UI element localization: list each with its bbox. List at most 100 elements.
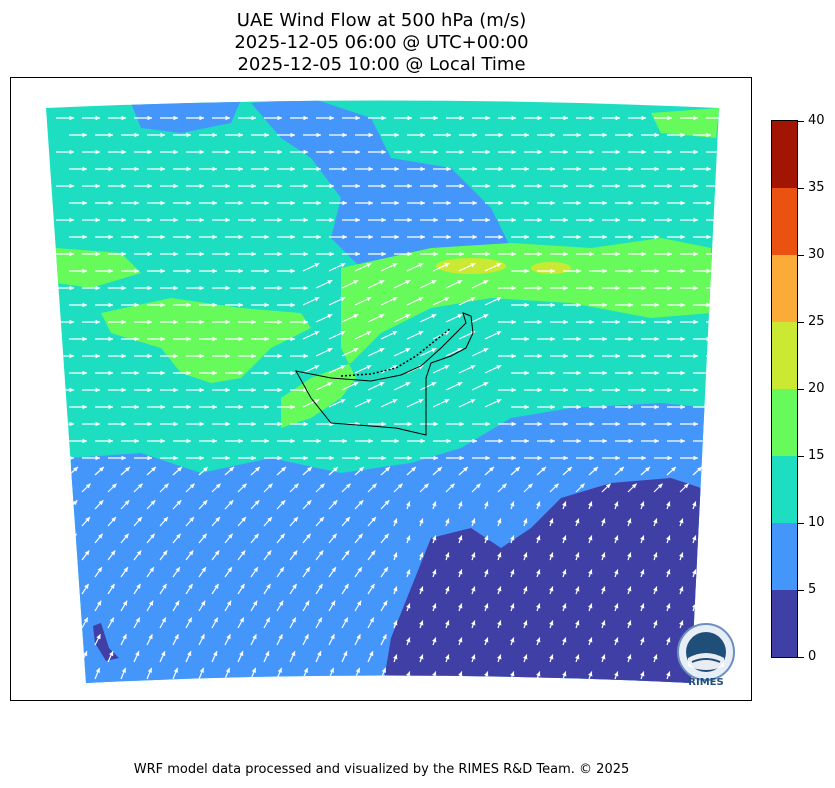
- wind-arrow-head: [148, 600, 154, 606]
- wind-arrow-head: [277, 183, 282, 189]
- wind-arrow: [68, 533, 78, 544]
- colorbar: [771, 120, 798, 658]
- wind-arrow-head: [537, 183, 542, 189]
- wind-arrow-head: [589, 353, 594, 359]
- wind-arrow-head: [683, 483, 689, 489]
- wind-arrow-head: [579, 483, 585, 489]
- wind-arrow-head: [484, 603, 489, 609]
- wind-arrow-head: [653, 654, 658, 660]
- wind-arrow-head: [254, 500, 260, 506]
- colorbar-tick: [798, 389, 804, 390]
- wind-arrow-head: [433, 217, 438, 223]
- wind-arrow-head: [227, 567, 232, 573]
- wind-arrow-head: [229, 466, 234, 472]
- wind-arrow-head: [355, 115, 360, 121]
- wind-arrow-head: [394, 438, 399, 444]
- wind-arrow-head: [631, 483, 637, 489]
- wind-arrow-head: [472, 166, 477, 172]
- wind-arrow-head: [83, 651, 88, 657]
- wind-arrow: [718, 501, 719, 510]
- wind-arrow-head: [212, 336, 217, 342]
- wind-arrow-head: [627, 586, 632, 592]
- wind-arrow-head: [255, 466, 260, 472]
- wind-arrow-head: [368, 166, 373, 172]
- wind-arrow-head: [369, 617, 374, 623]
- wind-arrow-head: [137, 483, 143, 489]
- wind-arrow-head: [720, 422, 724, 427]
- wind-arrow-head: [446, 234, 451, 240]
- wind-arrow-head: [562, 637, 567, 643]
- wind-arrow-head: [472, 200, 477, 206]
- wind-arrow-head: [576, 234, 581, 240]
- wind-arrow-head: [458, 501, 463, 507]
- wind-arrow-head: [567, 466, 572, 472]
- wind-arrow-head: [98, 533, 103, 539]
- wind-arrow-head: [83, 617, 88, 623]
- wind-arrow-head: [357, 567, 362, 573]
- wind-arrow-head: [186, 438, 191, 444]
- wind-arrow-head: [134, 166, 139, 172]
- wind-arrow-head: [628, 302, 633, 308]
- wind-arrow-head: [329, 183, 334, 189]
- wind-arrow-head: [366, 263, 372, 268]
- wind-arrow-head: [212, 302, 217, 308]
- wind-arrow-head: [667, 285, 672, 291]
- wind-arrow-head: [98, 500, 104, 506]
- wind-arrow-head: [615, 285, 620, 291]
- wind-arrow-head: [366, 365, 372, 370]
- wind-arrow-head: [382, 600, 388, 606]
- wind-arrow-head: [718, 501, 719, 507]
- wind-arrow-head: [693, 285, 698, 291]
- wind-arrow-head: [368, 200, 373, 206]
- wind-arrow-head: [497, 552, 502, 558]
- wind-arrow-head: [124, 533, 129, 539]
- wind-arrow-head: [641, 251, 646, 257]
- wind-arrow-head: [485, 115, 490, 121]
- wind-arrow-head: [720, 184, 724, 189]
- wind-arrow-head: [251, 285, 256, 291]
- wind-arrow-head: [186, 370, 191, 376]
- wind-arrow-head: [379, 382, 385, 387]
- wind-arrow-head: [69, 285, 74, 291]
- wind-arrow-head: [458, 603, 463, 609]
- wind-arrow-head: [109, 617, 114, 623]
- wind-arrow-head: [342, 438, 347, 444]
- colorbar-tick: [798, 590, 804, 591]
- wind-arrow-head: [316, 234, 321, 240]
- wind-arrow-head: [601, 518, 606, 524]
- wind-arrow-head: [628, 166, 633, 172]
- wind-arrow-head: [720, 150, 724, 155]
- wind-arrow-head: [471, 518, 476, 524]
- map-title-line1: UAE Wind Flow at 500 hPa (m/s): [236, 10, 527, 31]
- wind-arrow-head: [645, 466, 650, 472]
- wind-arrow-head: [254, 533, 259, 539]
- wind-arrow-head: [411, 466, 416, 472]
- wind-arrow-head: [601, 552, 606, 558]
- wind-arrow-head: [151, 466, 156, 472]
- wind-arrow-head: [186, 336, 191, 342]
- wind-arrow-head: [733, 439, 737, 444]
- wind-arrow-head: [693, 319, 698, 325]
- wind-arrow-head: [666, 569, 671, 575]
- wind-arrow-head: [345, 483, 351, 489]
- wind-arrow-head: [693, 251, 698, 257]
- wind-arrow-head: [160, 200, 165, 206]
- wind-arrow-head: [303, 115, 308, 121]
- wind-arrow-head: [95, 353, 100, 359]
- wind-arrow-head: [277, 217, 282, 223]
- wind-arrow-head: [303, 183, 308, 189]
- wind-arrow-head: [393, 654, 398, 660]
- wind-arrow-head: [562, 535, 567, 541]
- wind-arrow-head: [654, 200, 659, 206]
- wind-arrow-head: [693, 455, 698, 461]
- wind-arrow-head: [550, 370, 555, 376]
- wind-arrow-head: [449, 483, 455, 489]
- wind-arrow-head: [432, 535, 437, 541]
- wind-arrow-head: [290, 404, 295, 410]
- wind-arrow-head: [186, 132, 191, 138]
- wind-arrow-head: [134, 268, 139, 274]
- colorbar-tick-label: 20: [808, 381, 825, 396]
- wind-arrow-head: [200, 600, 206, 606]
- wind-arrow-head: [666, 637, 671, 643]
- wind-arrow-head: [536, 603, 541, 609]
